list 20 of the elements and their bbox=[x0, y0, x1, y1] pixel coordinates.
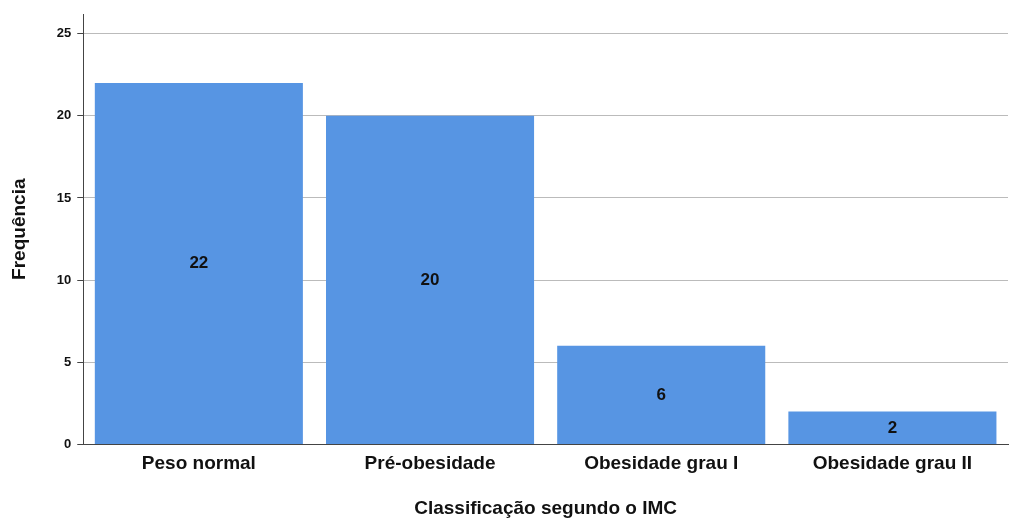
y-tick-label: 5 bbox=[64, 353, 72, 369]
x-tick-label: Pré-obesidade bbox=[364, 452, 496, 474]
data-label: 6 bbox=[656, 384, 666, 404]
bar bbox=[326, 115, 535, 444]
x-tick-label: Obesidade grau I bbox=[584, 452, 739, 474]
bar bbox=[557, 345, 766, 444]
bar bbox=[788, 411, 997, 444]
y-tick-label: 10 bbox=[56, 271, 72, 287]
bar bbox=[94, 83, 303, 444]
x-axis-title: Classificação segundo o IMC bbox=[414, 496, 678, 518]
data-label: 22 bbox=[189, 253, 209, 273]
y-tick-label: 0 bbox=[64, 435, 72, 451]
y-tick-label: 25 bbox=[56, 25, 72, 41]
x-tick-label: Peso normal bbox=[141, 452, 256, 474]
x-tick-label: Obesidade grau II bbox=[812, 452, 973, 474]
data-label: 20 bbox=[420, 269, 440, 289]
y-tick-label: 15 bbox=[56, 189, 72, 205]
y-tick-label: 20 bbox=[56, 107, 72, 123]
y-axis-title: Frequência bbox=[7, 178, 29, 280]
data-label: 2 bbox=[887, 417, 898, 437]
